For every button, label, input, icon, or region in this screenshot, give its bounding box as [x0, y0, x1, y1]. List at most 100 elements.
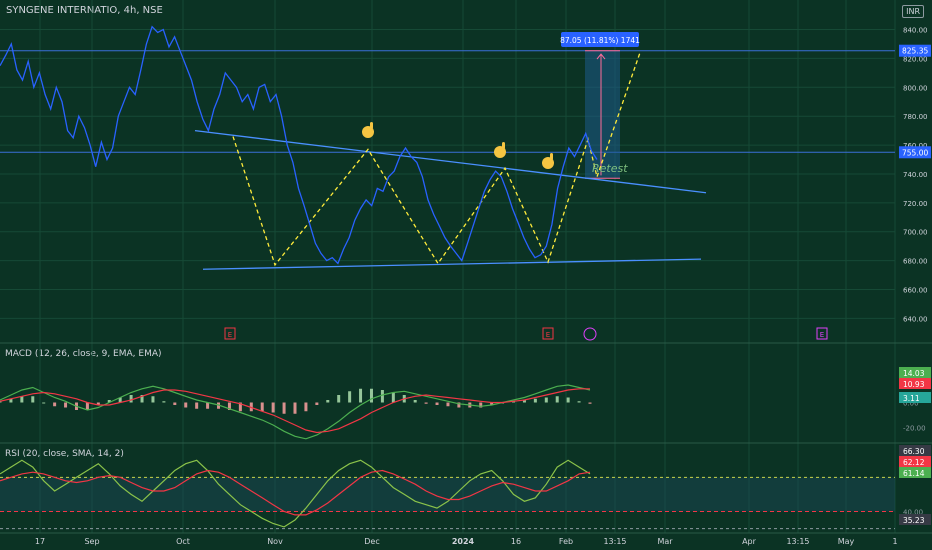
macd-hist-bar — [85, 402, 89, 410]
macd-hist-bar — [424, 402, 428, 404]
measure-arrow-head — [596, 53, 606, 60]
time-tick-4: Dec — [364, 537, 379, 546]
time-tick-3: Nov — [267, 537, 283, 546]
time-tick-6: 16 — [511, 537, 521, 546]
retest-label: Retest — [592, 162, 628, 175]
overlays: 87.05 (11.81%) 1741 Retest E E E — [0, 32, 895, 341]
macd-hist-bar — [337, 395, 341, 403]
macd-hist-bar — [315, 402, 319, 405]
hand-marker-1 — [494, 146, 506, 158]
measure-label: 87.05 (11.81%) 1741 — [560, 36, 640, 45]
price-tick-6: 720.00 — [903, 200, 928, 208]
rsi-badge-3: 35.23 — [903, 516, 925, 525]
support-line — [202, 258, 702, 270]
time-axis: 17 Sep Oct Nov Dec 2024 16 Feb 13:15 Mar Apr 13:15 M… — [35, 537, 898, 546]
macd-hist-bar — [446, 402, 450, 407]
time-tick-5: 2024 — [452, 537, 475, 546]
currency-button[interactable]: INR — [902, 5, 924, 18]
rsi-badge-bg-3 — [899, 514, 931, 525]
macd-hist-bar — [544, 397, 548, 403]
rsi-band — [0, 477, 895, 512]
rsi-ma-line — [0, 469, 591, 516]
macd-hist-bar — [206, 402, 210, 409]
macd-hist-bar — [369, 388, 373, 403]
macd-hist-bar — [31, 396, 35, 403]
price-tick-10: 640.00 — [903, 315, 928, 323]
last-price-badge: 755.00 — [902, 148, 928, 157]
price-tick-7: 700.00 — [903, 229, 928, 237]
macd-hist-bar — [588, 402, 592, 404]
macd-hist-bar — [238, 402, 242, 412]
macd-hist-bar — [326, 400, 330, 403]
macd-hist-bar — [9, 398, 13, 403]
macd-hist-bar — [107, 400, 111, 403]
price-pane — [0, 25, 598, 265]
macd-hist-bar — [380, 390, 384, 403]
macd-hist-bar — [566, 397, 570, 403]
hand-finger-1 — [502, 142, 505, 149]
last-price-badge-bg — [899, 146, 931, 159]
rsi-pane: 40.00 66.30 62.12 61.14 35.23 — [0, 445, 931, 530]
macd-hist-bar — [282, 402, 286, 414]
time-tick-8: 13:15 — [603, 537, 626, 546]
macd-hist-bar — [271, 402, 275, 413]
macd-hist-bar — [522, 400, 526, 403]
rsi-badge-bg-0 — [899, 445, 931, 456]
event-marker-0 — [224, 327, 236, 340]
time-tick-2: Oct — [176, 537, 190, 546]
macd-hist-bar — [479, 402, 483, 408]
time-tick-11: 13:15 — [786, 537, 809, 546]
event-marker-label-2: E — [820, 331, 824, 339]
event-marker-2 — [816, 327, 828, 340]
dividend-marker — [583, 327, 597, 341]
macd-hist-bar — [96, 402, 100, 405]
macd-hist-bar — [435, 402, 439, 405]
macd-badge-2: 3.11 — [903, 394, 920, 403]
event-marker-label-1: E — [546, 331, 550, 339]
macd-hist-bar — [162, 401, 166, 403]
macd-hist-bar — [195, 402, 199, 409]
macd-line — [0, 384, 591, 440]
hand-finger-0 — [370, 122, 373, 129]
target-badge: 825.35 — [902, 47, 928, 56]
macd-hist-bar — [129, 395, 133, 403]
macd-hist-bar — [20, 396, 24, 403]
macd-hist-bar — [173, 402, 177, 405]
event-marker-label-0: E — [228, 331, 232, 339]
macd-hist-bar — [64, 402, 68, 408]
time-tick-1: Sep — [84, 537, 99, 546]
macd-hist-bar — [184, 402, 188, 408]
rsi-line — [0, 459, 591, 528]
macd-badge-bg-0 — [899, 367, 931, 378]
price-tick-5: 740.00 — [903, 171, 928, 179]
event-marker-1 — [542, 327, 554, 340]
time-tick-7: Feb — [559, 537, 573, 546]
price-tick-2: 800.00 — [903, 84, 928, 92]
price-tick-4: 760.00 — [903, 142, 928, 150]
macd-badge-0: 14.03 — [903, 369, 925, 378]
macd-tick-2: -20.00 — [903, 425, 926, 433]
macd-hist-bar — [413, 400, 417, 403]
grid — [0, 0, 932, 534]
rsi-badge-1: 62.12 — [903, 458, 925, 467]
hand-marker-2 — [542, 157, 554, 169]
rsi-badge-2: 61.14 — [903, 469, 925, 478]
hand-finger-2 — [550, 153, 553, 160]
chart-title: SYNGENE INTERNATIO, 4h, NSE — [6, 5, 163, 16]
time-tick-9: Mar — [657, 537, 673, 546]
macd-hist-bar — [359, 388, 363, 403]
price-tick-3: 780.00 — [903, 113, 928, 121]
time-tick-13: 1 — [892, 537, 897, 546]
macd-hist-bar — [53, 402, 57, 407]
price-tick-8: 680.00 — [903, 258, 928, 266]
neckline — [194, 129, 707, 194]
rsi-badge-bg-1 — [899, 456, 931, 467]
rsi-badge-bg-2 — [899, 467, 931, 478]
measure-box — [585, 50, 620, 179]
price-tick-1: 820.00 — [903, 55, 928, 63]
macd-hist-bar — [533, 398, 537, 403]
macd-hist-bar — [457, 402, 461, 408]
